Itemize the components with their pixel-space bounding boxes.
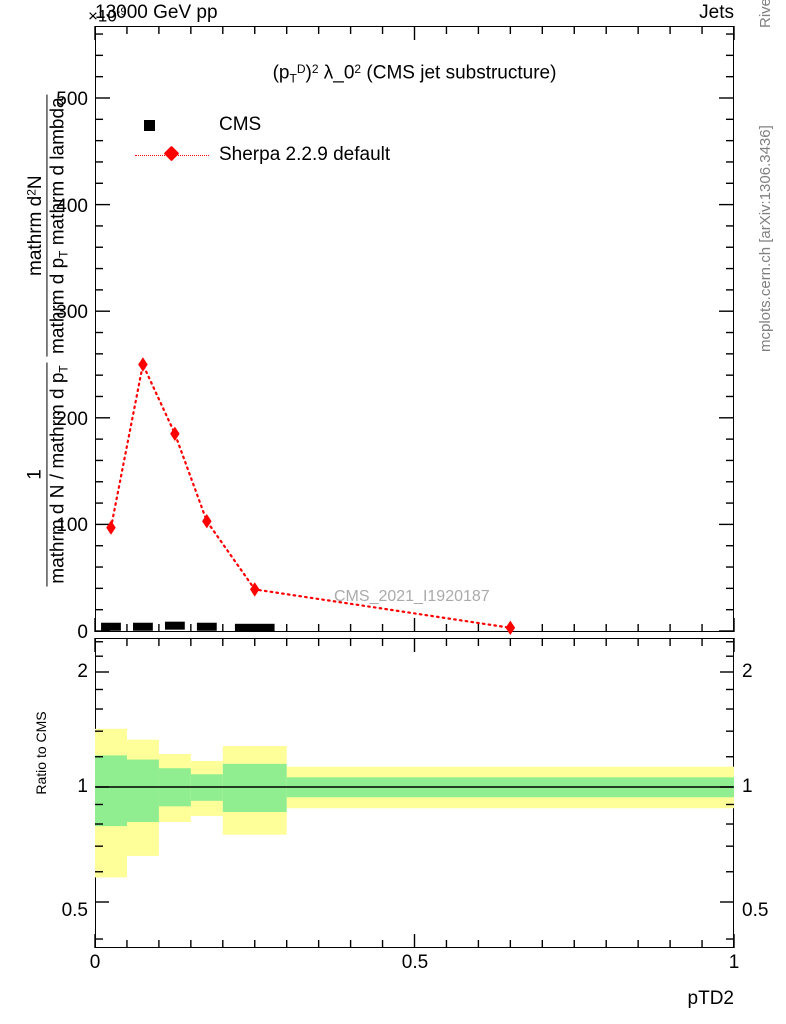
title-lambda: λ_0 xyxy=(323,62,355,84)
x-axis-label: pTD2 xyxy=(687,988,734,1009)
y-axis-label-numerator-2: mathrm d2N xyxy=(24,94,48,357)
y-axis-label-numerator-2-sup: 2 xyxy=(24,189,39,196)
y-tick-label-100: 100 xyxy=(56,515,88,536)
y-axis-label-denominator-2a-sub: T xyxy=(56,250,71,258)
y-axis-label-fraction-normalisation: 1 mathrm d N / mathrm d pT xyxy=(25,362,71,587)
y-axis-label-denominator-1-sub: T xyxy=(56,365,71,373)
title-lambda-superscript: 2 xyxy=(354,62,362,76)
ratio-y-tick-label-1-right: 1 xyxy=(742,776,753,797)
analysis-watermark: CMS_2021_I1920187 xyxy=(334,588,490,605)
y-axis-label-denominator-1-text: mathrm d N / mathrm d p xyxy=(47,372,69,584)
y-axis-exponent-base: ×10 xyxy=(88,6,117,26)
y-axis-label-numerator-2-text: mathrm d xyxy=(24,195,46,277)
analysis-category-label: Jets xyxy=(699,2,734,23)
ratio-y-tick-label-1: 1 xyxy=(77,776,88,797)
title-pt-open: (p xyxy=(272,62,290,84)
y-tick-label-400: 400 xyxy=(56,196,88,217)
beam-energy-label: 13000 GeV pp xyxy=(95,2,218,23)
y-axis-label-denominator-2a: mathrm d p xyxy=(47,257,69,354)
ratio-y-tick-label-2: 2 xyxy=(77,661,88,682)
ratio-y-tick-label-05-right: 0.5 xyxy=(742,900,769,921)
legend-entry-sherpa[interactable]: Sherpa 2.2.9 default xyxy=(135,140,390,170)
title-paren-superscript: 2 xyxy=(311,62,319,76)
x-tick-label-05: 0.5 xyxy=(401,952,429,973)
title-pt-superscript: D xyxy=(296,62,306,76)
square-marker-icon xyxy=(144,120,155,131)
legend-key-sherpa xyxy=(135,144,219,166)
y-tick-label-500: 500 xyxy=(56,89,88,110)
ratio-plot-panel xyxy=(95,638,734,948)
y-axis-label-numerator-2-tail: N xyxy=(24,175,46,190)
y-axis-label-fraction-observable: mathrm d2N mathrm d pT mathrm d lambda xyxy=(24,94,71,357)
y-axis-label-denominator-2b: mathrm d lambda xyxy=(47,97,69,246)
ratio-y-tick-label-05: 0.5 xyxy=(61,900,88,921)
rivet-version-note: Rivet 3.1.10, 2.9M events xyxy=(757,0,774,28)
legend: CMS Sherpa 2.2.9 default xyxy=(135,110,390,170)
y-axis-label-numerator-1: 1 xyxy=(25,362,48,587)
title-pt-subscript: T xyxy=(289,71,297,86)
legend-key-cms xyxy=(135,114,219,136)
title-tail: (CMS jet substructure) xyxy=(366,62,557,84)
ratio-y-tick-label-2-right: 2 xyxy=(742,661,753,682)
x-tick-label-0: 0 xyxy=(89,952,101,973)
y-axis-label-denominator-1: mathrm d N / mathrm d pT xyxy=(48,362,71,587)
y-axis-exponent-power: -9 xyxy=(116,6,127,18)
diamond-marker-icon xyxy=(163,145,180,162)
y-axis-exponent: ×10-9 xyxy=(88,6,127,27)
legend-label-cms: CMS xyxy=(219,114,262,135)
plot-title: (pTD)2 λ_02 (CMS jet substructure) xyxy=(272,62,557,86)
legend-label-sherpa: Sherpa 2.2.9 default xyxy=(219,144,391,165)
mcplots-reference-note: mcplots.cern.ch [arXiv:1306.3436] xyxy=(757,125,774,352)
y-tick-label-300: 300 xyxy=(56,302,88,323)
y-tick-label-0: 0 xyxy=(77,622,88,643)
x-tick-label-1: 1 xyxy=(728,952,740,973)
legend-entry-cms[interactable]: CMS xyxy=(135,110,390,140)
y-axis-label-denominator-2: mathrm d pT mathrm d lambda xyxy=(48,94,71,357)
y-tick-label-200: 200 xyxy=(56,409,88,430)
ratio-y-axis-label: Ratio to CMS xyxy=(33,711,49,795)
main-y-axis-label: 1 mathrm d N / mathrm d pT mathrm d2N ma… xyxy=(24,41,71,641)
